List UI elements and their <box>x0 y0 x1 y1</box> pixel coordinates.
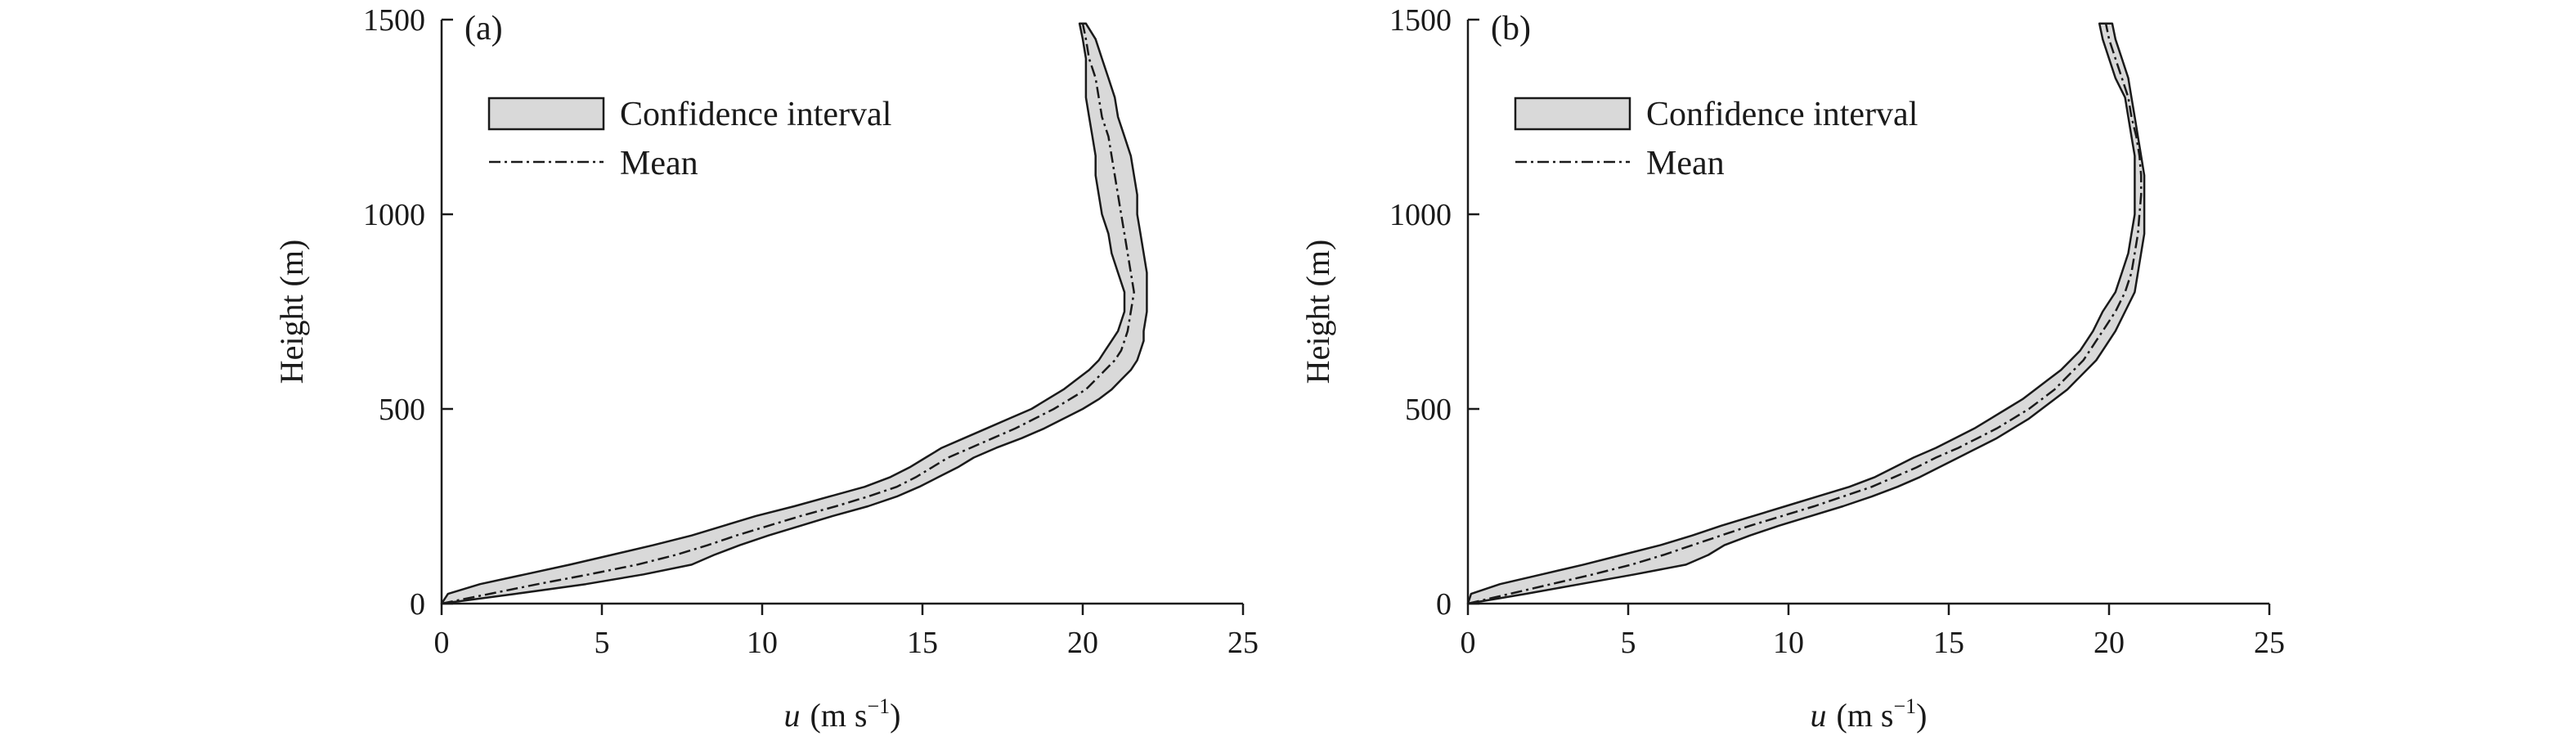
x-axis-title: u (m s−1) <box>784 694 901 734</box>
x-tick-label: 5 <box>595 626 610 660</box>
legend-label-mean: Mean <box>620 145 698 182</box>
panel-a: 0 5 10 15 20 25 0 500 1000 1500 (a) Height (m) u (m s… <box>273 3 1259 734</box>
x-tick-label: 15 <box>907 626 938 660</box>
x-axis-unit: (m s <box>1837 697 1894 734</box>
y-tick-label: 0 <box>1436 587 1452 622</box>
x-tick-label: 20 <box>1067 626 1098 660</box>
confidence-band <box>1466 22 2146 605</box>
y-tick-label: 500 <box>1405 393 1452 427</box>
legend-swatch-band <box>1514 97 1631 131</box>
panel-b: 0 5 10 15 20 25 0 500 1000 1500 (b) Height (m) u (m s… <box>1299 3 2285 734</box>
y-tick-label: 1000 <box>1389 198 1452 232</box>
panel-label: (a) <box>464 10 503 47</box>
x-tick-label: 0 <box>434 626 450 660</box>
legend-swatch-band <box>487 97 605 131</box>
x-axis-unit: (m s <box>810 697 868 734</box>
mean-line <box>441 23 1135 605</box>
y-tick-label: 1500 <box>363 3 425 38</box>
y-tick-label: 500 <box>379 393 425 427</box>
x-axis-title: u (m s−1) <box>1811 694 1928 734</box>
x-tick-label: 15 <box>1933 626 1964 660</box>
x-axis-unit-sup: −1 <box>868 694 891 718</box>
y-tick-label: 0 <box>410 587 425 622</box>
legend-label-mean: Mean <box>1646 145 1725 182</box>
y-axis-title: Height (m) <box>1299 240 1336 384</box>
legend-label-band: Confidence interval <box>1646 96 1918 133</box>
x-tick-label: 0 <box>1461 626 1476 660</box>
y-tick-label: 1000 <box>363 198 425 232</box>
x-tick-label: 10 <box>1773 626 1804 660</box>
mean-line <box>1467 23 2143 605</box>
x-tick-label: 10 <box>747 626 778 660</box>
x-axis-var: u <box>1811 697 1827 734</box>
y-tick-label: 1500 <box>1389 3 1452 38</box>
legend-label-band: Confidence interval <box>620 96 891 133</box>
panel-label: (b) <box>1491 10 1531 47</box>
x-tick-label: 5 <box>1621 626 1636 660</box>
x-axis-var: u <box>784 697 801 734</box>
x-tick-label: 25 <box>2254 626 2285 660</box>
x-axis-unit-close: ) <box>890 697 900 734</box>
y-axis-title: Height (m) <box>273 240 310 384</box>
x-axis-unit-close: ) <box>1916 697 1927 734</box>
x-tick-label: 25 <box>1227 626 1259 660</box>
x-tick-label: 20 <box>2094 626 2125 660</box>
x-axis-unit-sup: −1 <box>1894 694 1917 718</box>
